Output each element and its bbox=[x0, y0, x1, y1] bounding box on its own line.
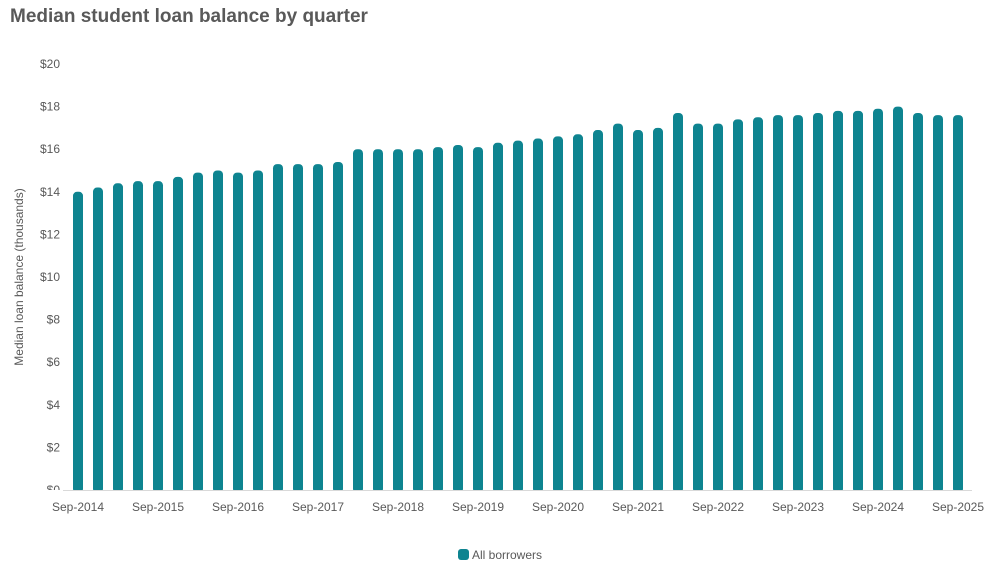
y-axis-label: Median loan balance (thousands) bbox=[12, 188, 26, 365]
bar bbox=[893, 106, 903, 493]
bar bbox=[493, 142, 503, 493]
y-tick-label: $12 bbox=[40, 227, 60, 241]
bar bbox=[653, 127, 663, 494]
bar bbox=[733, 119, 743, 493]
bar bbox=[233, 172, 243, 493]
bar bbox=[713, 123, 723, 493]
bar bbox=[833, 110, 843, 494]
bar bbox=[813, 112, 823, 494]
bar bbox=[533, 138, 543, 494]
bar bbox=[793, 115, 803, 494]
x-tick-label: Sep-2023 bbox=[772, 500, 824, 514]
bar bbox=[953, 115, 963, 494]
x-tick-label: Sep-2022 bbox=[692, 500, 744, 514]
bar bbox=[393, 149, 403, 493]
bar bbox=[213, 170, 223, 493]
x-tick-label: Sep-2014 bbox=[52, 500, 104, 514]
bar bbox=[593, 130, 603, 493]
y-tick-label: $20 bbox=[40, 57, 60, 71]
bar bbox=[133, 181, 143, 493]
bar bbox=[433, 147, 443, 493]
bar bbox=[313, 164, 323, 494]
axis-mask bbox=[0, 490, 1000, 500]
bar bbox=[913, 112, 923, 494]
x-tick-label: Sep-2018 bbox=[372, 500, 424, 514]
bar bbox=[333, 161, 343, 494]
bar bbox=[293, 164, 303, 494]
bar bbox=[853, 110, 863, 494]
x-tick-label: Sep-2020 bbox=[532, 500, 584, 514]
bar bbox=[673, 112, 683, 494]
y-tick-label: $18 bbox=[40, 100, 60, 114]
legend-swatch bbox=[457, 549, 469, 560]
bar bbox=[153, 181, 163, 493]
x-tick-label: Sep-2017 bbox=[292, 500, 344, 514]
y-tick-label: $8 bbox=[47, 313, 61, 327]
legend-label: All borrowers bbox=[471, 548, 543, 562]
bar bbox=[113, 183, 123, 493]
bar bbox=[193, 172, 203, 493]
bar bbox=[173, 176, 183, 493]
y-tick-label: $16 bbox=[40, 142, 60, 156]
bar bbox=[613, 123, 623, 493]
bar bbox=[573, 134, 583, 494]
bar bbox=[513, 140, 523, 493]
bar bbox=[473, 147, 483, 493]
bar bbox=[253, 170, 263, 493]
x-tick-label: Sep-2016 bbox=[212, 500, 264, 514]
bar bbox=[693, 123, 703, 493]
chart-title: Median student loan balance by quarter bbox=[10, 6, 368, 27]
bar bbox=[553, 136, 563, 494]
bar bbox=[753, 117, 763, 493]
bar bbox=[93, 187, 103, 494]
bar bbox=[453, 144, 463, 493]
x-tick-label: Sep-2021 bbox=[612, 500, 664, 514]
y-tick-label: $10 bbox=[40, 270, 60, 284]
bar bbox=[353, 149, 363, 493]
bar bbox=[373, 149, 383, 493]
y-tick-label: $14 bbox=[40, 185, 60, 199]
y-tick-label: $6 bbox=[47, 355, 61, 369]
bar bbox=[933, 115, 943, 494]
bar bbox=[273, 164, 283, 494]
x-tick-label: Sep-2024 bbox=[852, 500, 904, 514]
y-tick-label: $4 bbox=[47, 398, 61, 412]
x-tick-label: Sep-2015 bbox=[132, 500, 184, 514]
x-tick-label: Sep-2019 bbox=[452, 500, 504, 514]
bar bbox=[873, 108, 883, 493]
legend: All borrowers bbox=[0, 548, 1000, 562]
bar bbox=[73, 191, 83, 494]
bar bbox=[413, 149, 423, 493]
bar bbox=[633, 130, 643, 493]
x-tick-label: Sep-2025 bbox=[932, 500, 984, 514]
y-tick-label: $2 bbox=[47, 440, 61, 454]
bar bbox=[773, 115, 783, 494]
